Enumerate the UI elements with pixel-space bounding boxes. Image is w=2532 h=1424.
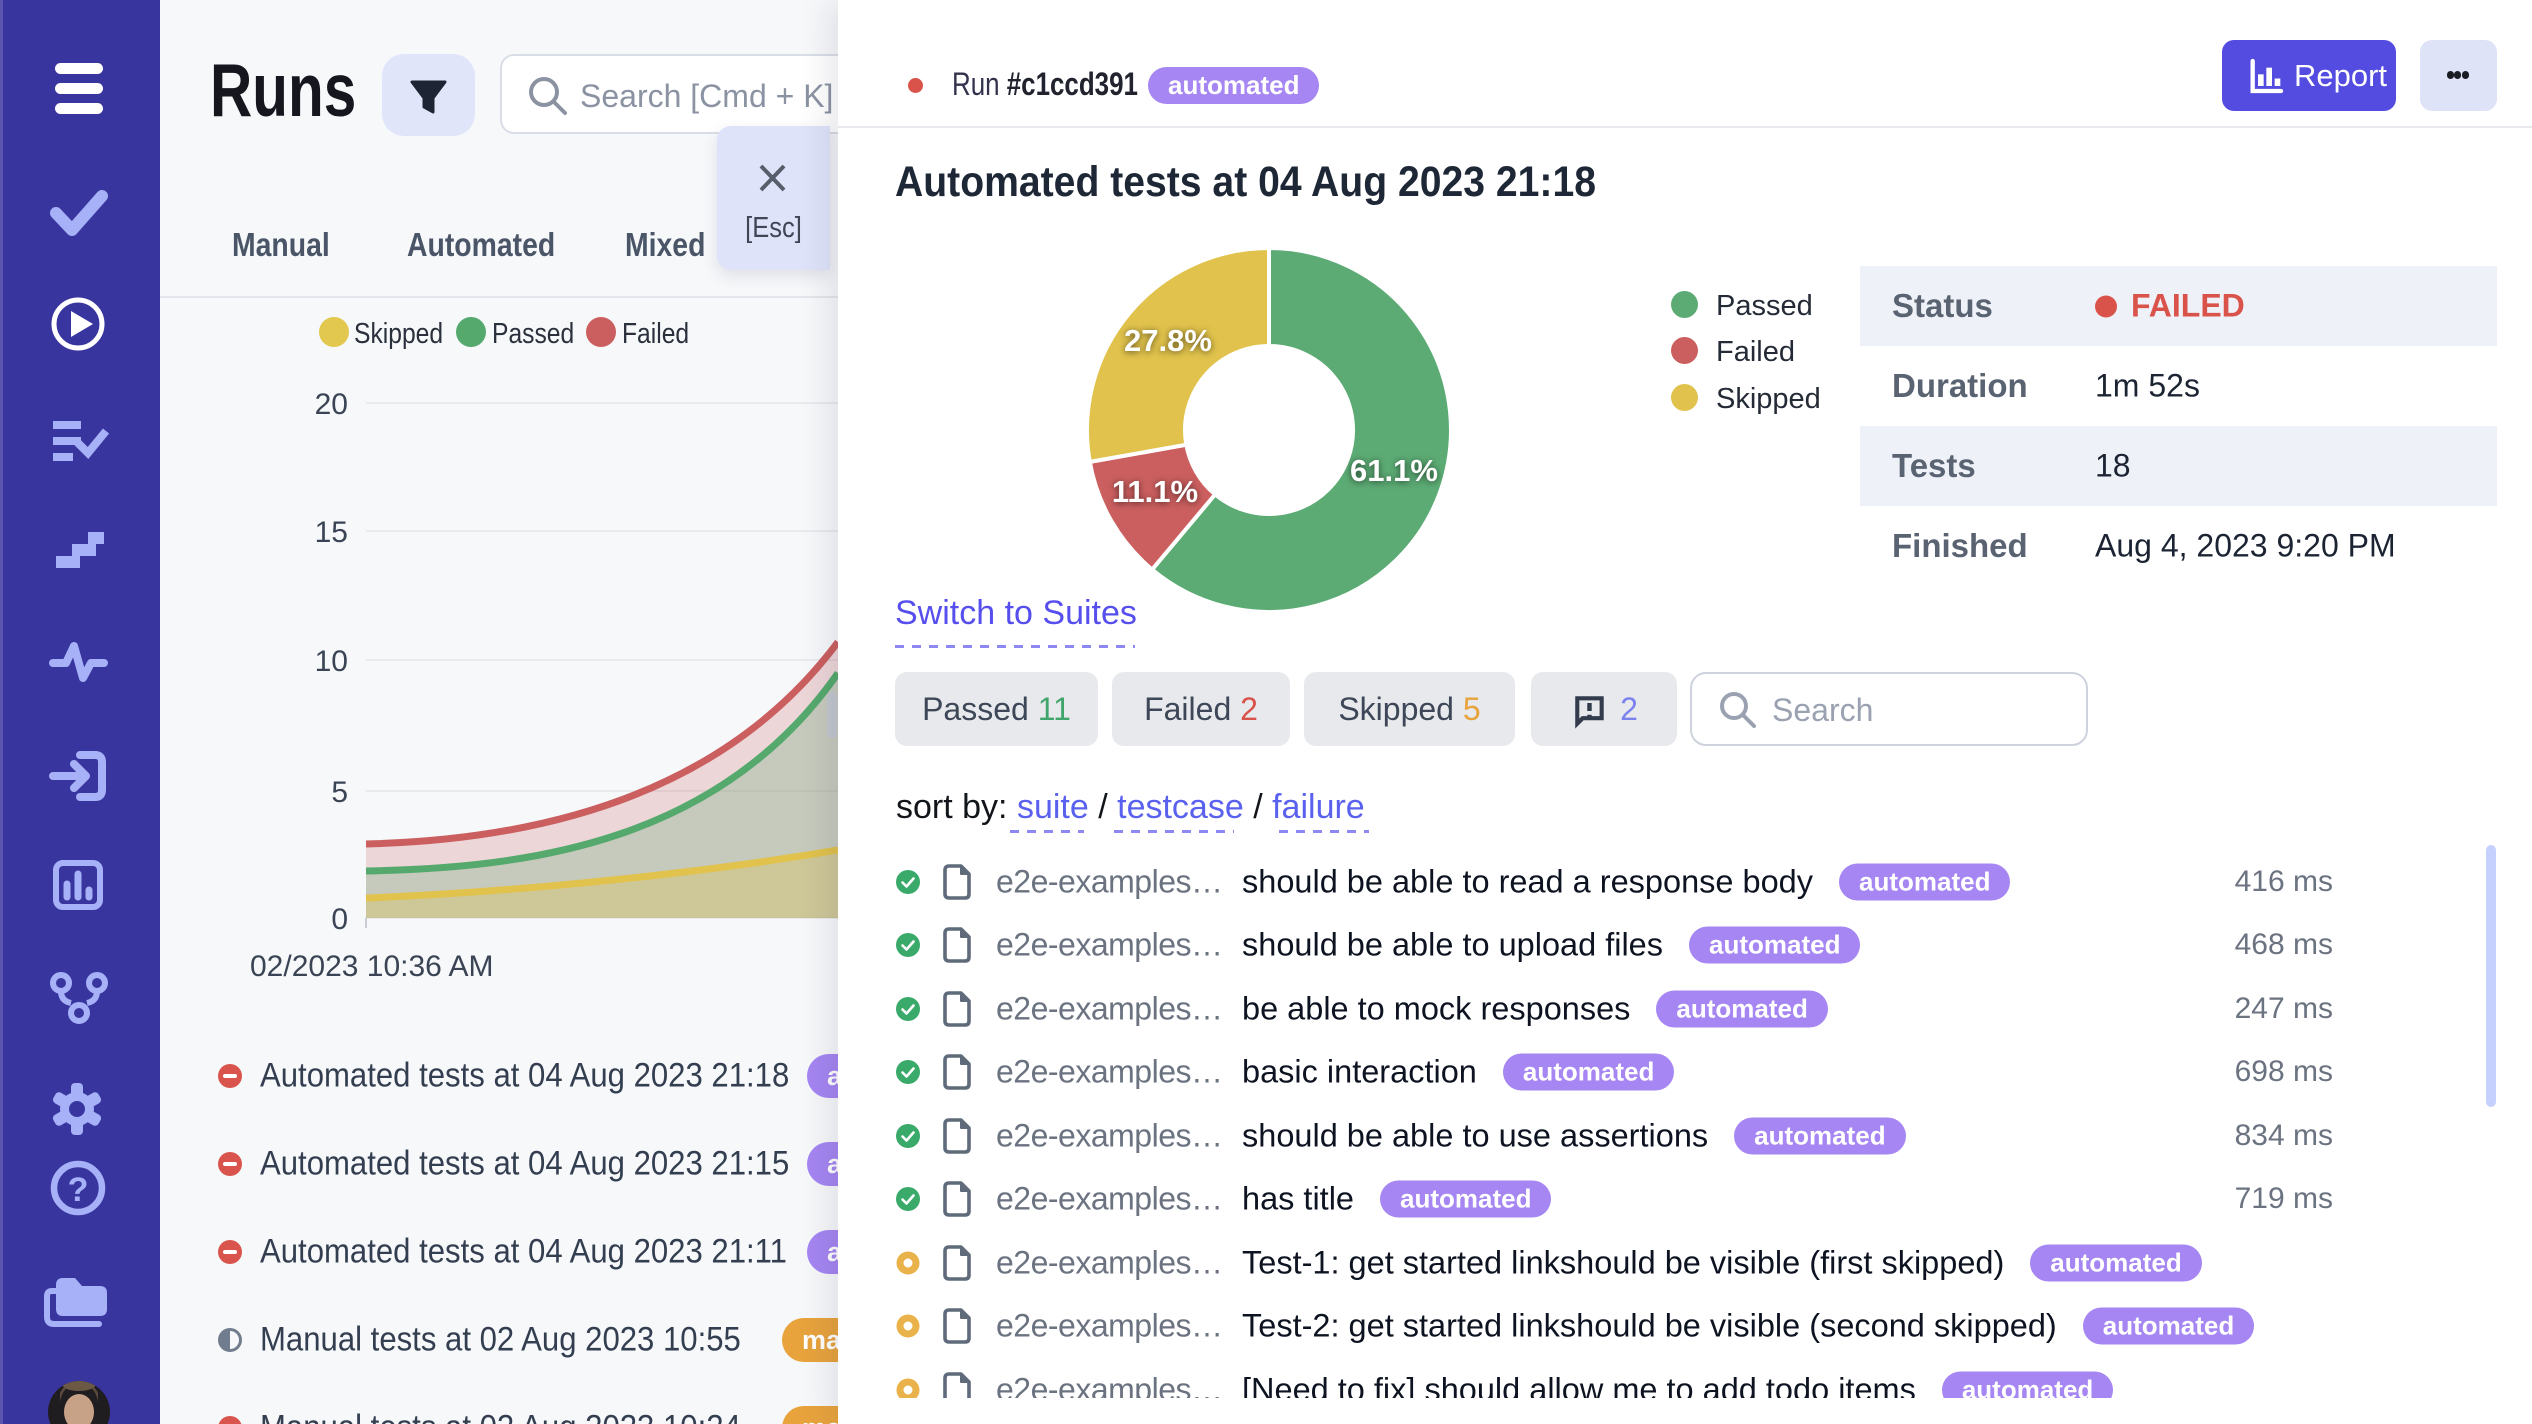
svg-text:15: 15 — [315, 516, 348, 549]
svg-text:10: 10 — [315, 645, 348, 678]
svg-text:?: ? — [68, 1171, 89, 1209]
svg-text:0: 0 — [331, 903, 348, 936]
svg-text:5: 5 — [331, 776, 348, 809]
svg-text:20: 20 — [315, 388, 348, 421]
